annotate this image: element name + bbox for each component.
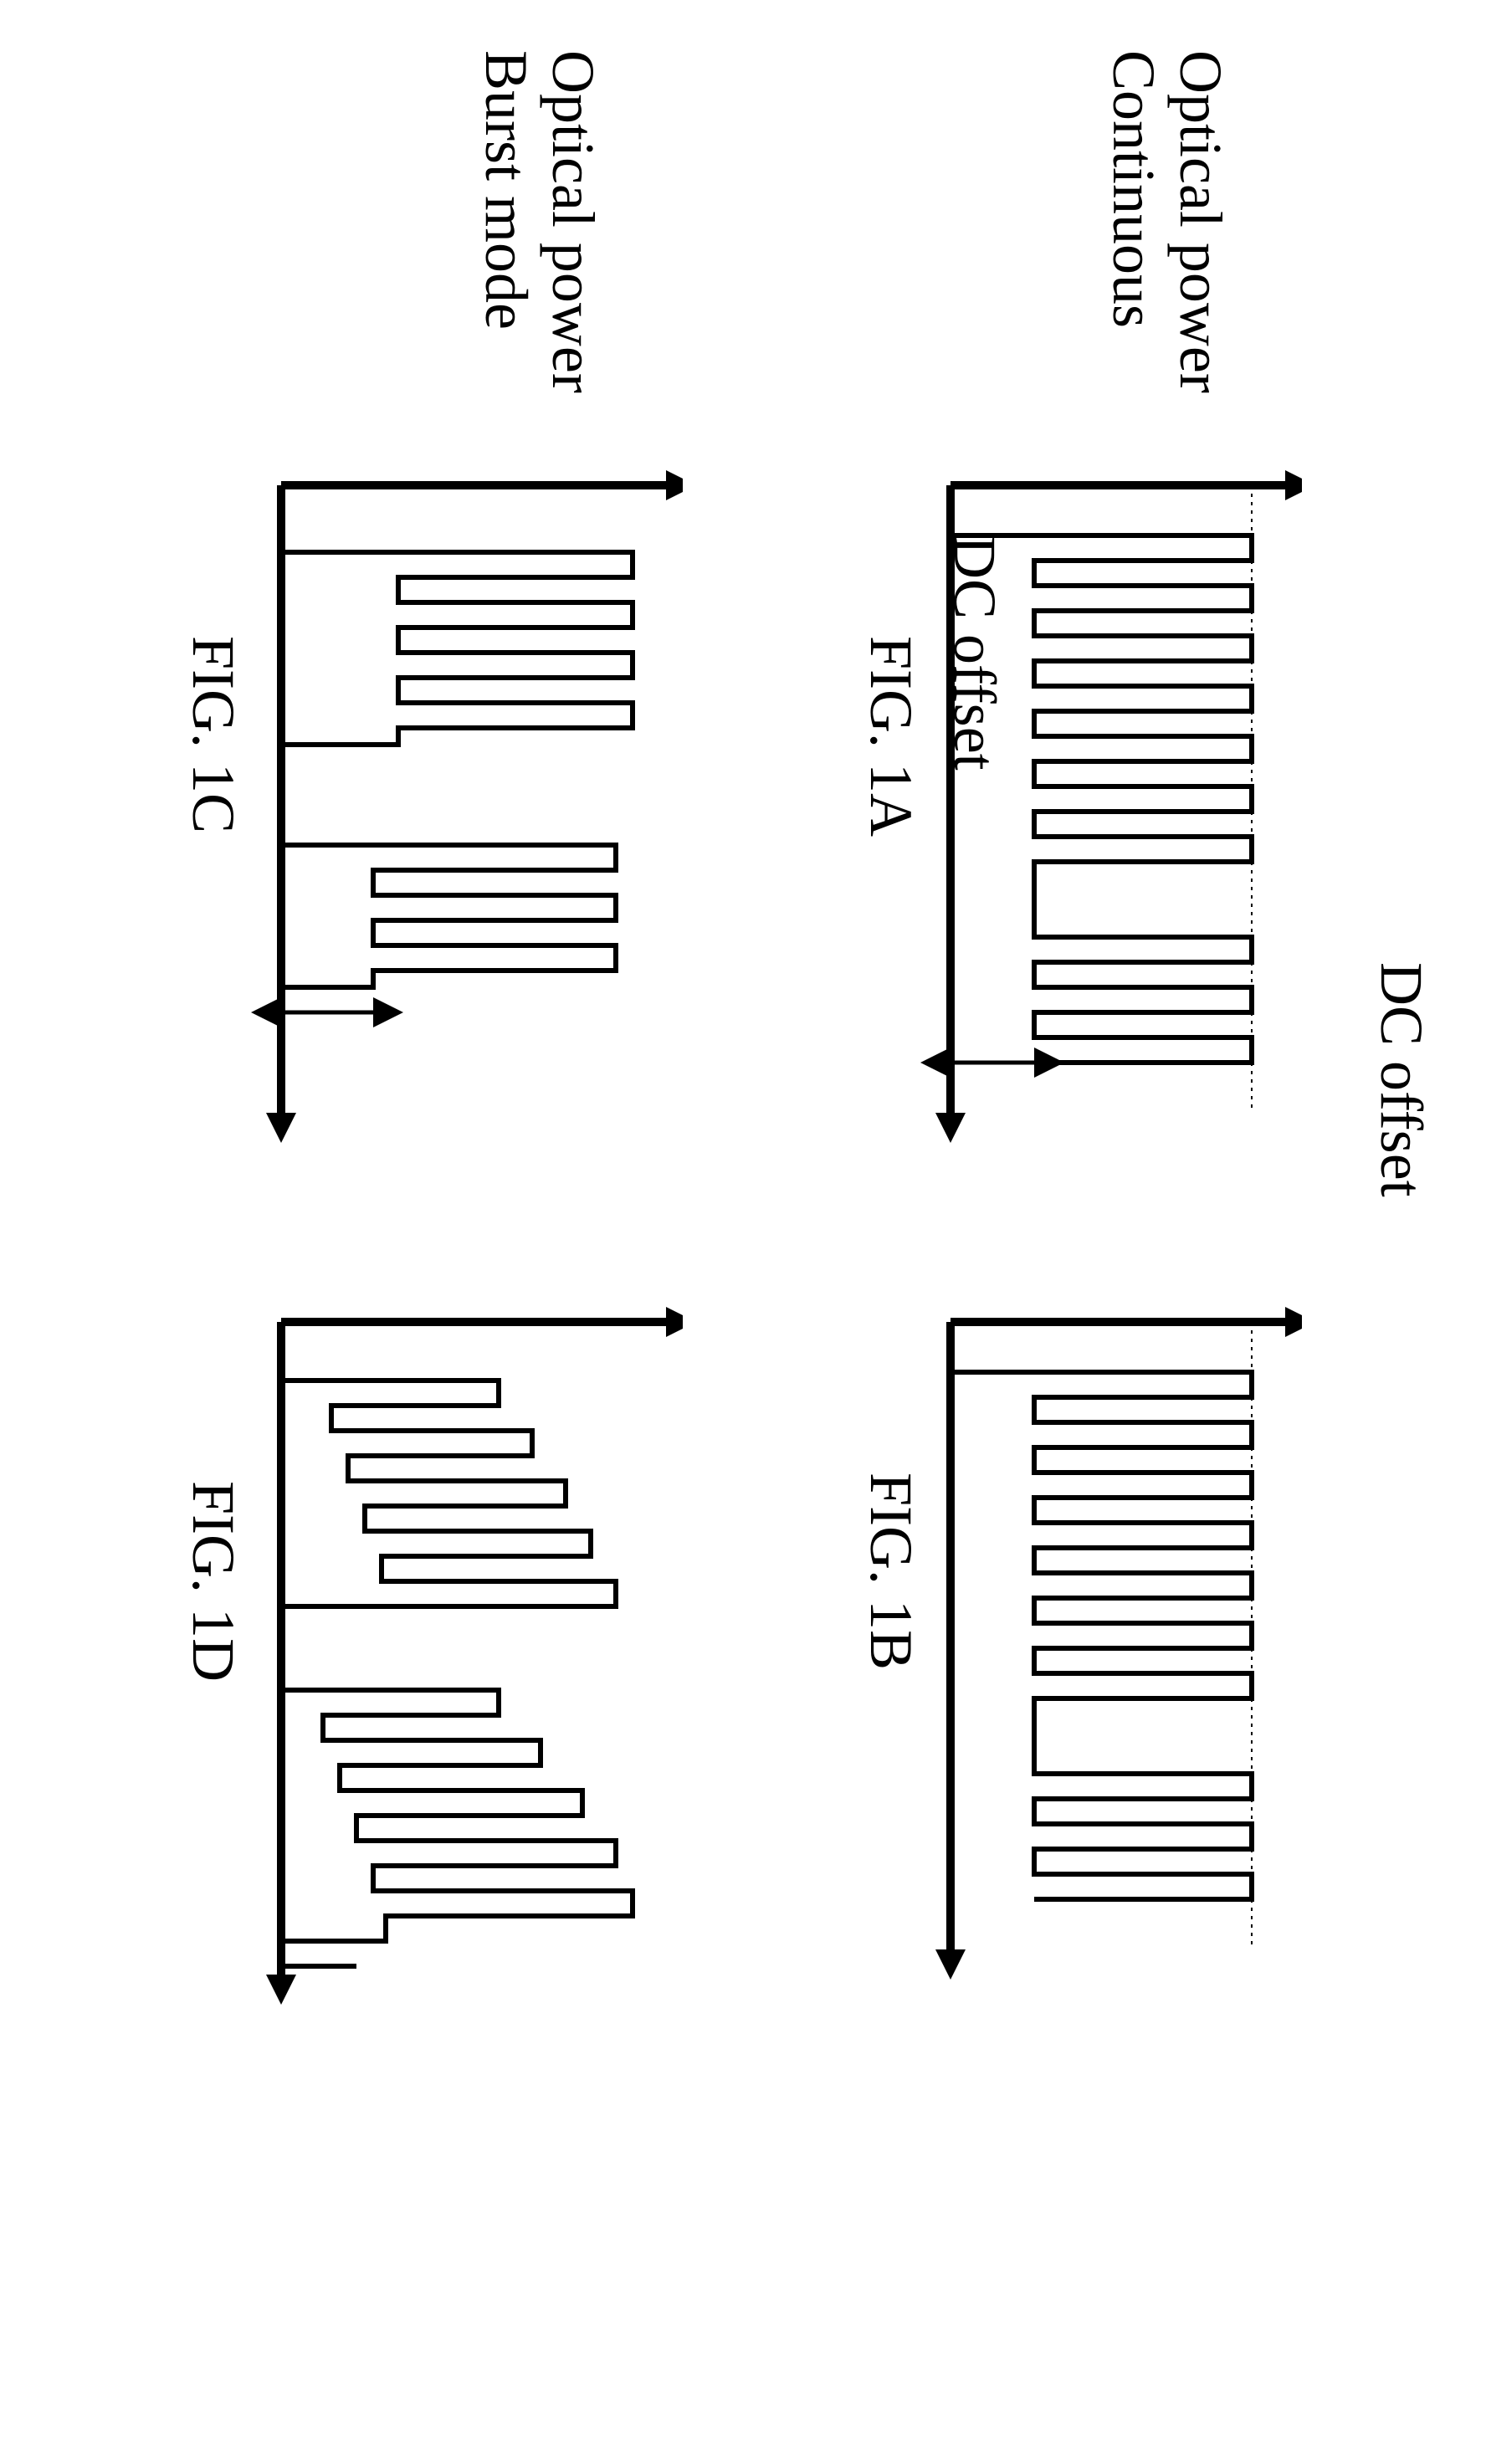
optical-power-continuous-line1: Optical power	[1166, 50, 1235, 393]
fig-1d-caption: FIG. 1D	[178, 1481, 248, 1682]
fig-1a-caption: FIG. 1A	[856, 636, 925, 837]
dc-offset-top-label: DC offset	[1366, 962, 1436, 1197]
optical-power-burst-line1: Optical power	[538, 50, 607, 393]
panel-fig-1a	[917, 469, 1302, 1163]
optical-power-continuous-line2: Continuous	[1099, 50, 1168, 328]
optical-power-burst-line2: Burst mode	[471, 50, 541, 330]
panel-fig-1c	[248, 469, 683, 1163]
panel-fig-1d	[248, 1305, 683, 2025]
panel-fig-1b	[917, 1305, 1302, 2000]
rotated-canvas: DC offsetOptical powerContinuousOptical …	[0, 0, 1486, 2464]
page-root: DC offsetOptical powerContinuousOptical …	[0, 0, 1486, 2464]
fig-1b-caption: FIG. 1B	[856, 1473, 925, 1670]
fig-1c-caption: FIG. 1C	[178, 636, 248, 833]
